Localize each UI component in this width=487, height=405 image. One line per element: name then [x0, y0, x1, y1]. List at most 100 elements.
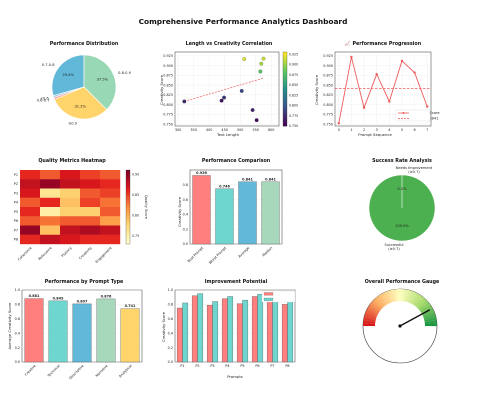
heatmap-cell-3-0: [20, 197, 41, 208]
heatmap-colorbar-segment-10: [126, 216, 130, 220]
heatmap-cell-2-2: [60, 188, 81, 198]
prompt-type-bar-3: [96, 298, 116, 363]
heatmap-colorbar-tick-1: 0.80: [132, 213, 139, 217]
scatter-colorbar-segment-1: [283, 121, 287, 124]
heatmap-colorbar-segment-27: [126, 174, 130, 178]
scatter-colorbar-tick-0: 0.750: [289, 124, 298, 128]
heatmap-cell-4-1: [40, 207, 61, 217]
comparison-category-label-0: Best Prompt: [187, 245, 205, 263]
comparison-ylabel: Creativity Score: [177, 196, 182, 227]
heatmap-row-label-3: P4: [14, 201, 18, 205]
improvement-bar-1-0: [182, 302, 189, 363]
gauge-arc-segment-23: [405, 290, 412, 303]
comparison-ytick-0: 0.0: [183, 242, 188, 246]
gauge-arc-segment-21: [401, 289, 406, 302]
progression-point-4: [388, 100, 391, 103]
comparison-category-label-2: Average: [238, 246, 251, 259]
prompt-type-title: Performance by Prompt Type: [45, 279, 124, 285]
comparison-ytick-2: 0.4: [183, 213, 188, 217]
heatmap-colorbar-segment-8: [126, 221, 130, 225]
scatter-point-7: [258, 69, 263, 74]
scatter-colorbar-segment-24: [283, 64, 287, 68]
scatter-colorbar-segment-25: [283, 61, 287, 65]
progression-point-2: [362, 106, 366, 109]
improvement-ytick-4: 0.8: [168, 303, 173, 307]
scatter-colorbar-segment-13: [283, 91, 287, 95]
scatter-colorbar-segment-28: [283, 54, 287, 58]
scatter-colorbar-tick-7: 0.925: [289, 52, 298, 56]
progression-xtick-5: 5: [401, 128, 403, 132]
progression-series-line: [338, 56, 428, 124]
heatmap-colorbar-segment-13: [126, 209, 130, 213]
gauge-arc-segment-36: [423, 314, 436, 321]
scatter-point-2: [222, 95, 226, 100]
success-label-successful-line1: Successful: [384, 243, 403, 247]
heatmap-colorbar-segment-29: [126, 170, 130, 173]
heatmap-colorbar-segment-28: [126, 172, 130, 176]
progression-point-0: [337, 122, 340, 125]
pie-title: Performance Distribution: [50, 41, 119, 47]
heatmap-cell-4-2: [60, 207, 81, 217]
heatmap-colorbar-segment-19: [126, 194, 130, 198]
gauge-arc-segment-39: [424, 323, 437, 327]
progression-xtick-4: 4: [388, 128, 390, 132]
gauge-arc-segment-10: [373, 297, 384, 309]
scatter-ytick-7: 0.925: [163, 54, 173, 58]
heatmap-colorbar-tick-2: 0.85: [132, 193, 139, 197]
heatmap-cell-5-0: [20, 216, 41, 226]
heatmap-colorbar-tick-3: 0.90: [132, 172, 139, 176]
gauge-arc-segment-24: [407, 290, 415, 303]
heatmap-colorbar-segment-21: [126, 189, 130, 193]
heatmap-title: Quality Metrics Heatmap: [38, 158, 106, 164]
progression-point-5: [400, 59, 404, 63]
improvement-ytick-0: 0.0: [168, 360, 173, 364]
progression-ytick-2: 0.800: [323, 103, 333, 107]
heatmap-cell-6-2: [60, 225, 81, 235]
heatmap-cell-3-4: [100, 197, 121, 208]
heatmap-colorbar-label: Quality Score: [144, 195, 148, 220]
improvement-bar-1-4: [242, 299, 249, 363]
prompt-type-bar-1: [48, 300, 68, 363]
improvement-bar-0-3: [221, 298, 228, 363]
heatmap-column-label-2: Fluency: [61, 246, 73, 258]
comparison-title: Performance Comparison: [202, 158, 271, 164]
gauge-arc-segment-15: [385, 290, 393, 303]
scatter-colorbar-segment-0: [283, 123, 287, 127]
heatmap-cell-0-1: [40, 170, 61, 180]
heatmap-row-label-2: P3: [14, 191, 18, 195]
gauge-arc-segment-28: [414, 296, 425, 308]
pie-slice-1: [83, 54, 117, 110]
scatter-colorbar-segment-18: [283, 79, 287, 82]
improvement-ytick-1: 0.2: [168, 346, 173, 350]
scatter-colorbar-segment-4: [283, 113, 287, 117]
prompt-type-value-label-3: 0.876: [101, 294, 112, 298]
pie-slice-0: [51, 54, 85, 97]
gauge-arc-segment-30: [417, 299, 429, 310]
heatmap-cell-1-2: [60, 179, 81, 189]
gauge-arc-segment-3: [364, 314, 377, 321]
prompt-type-ytick-0: 0.0: [15, 360, 20, 364]
scatter-point-5: [250, 108, 255, 112]
prompt-type-ytick-4: 0.8: [15, 303, 20, 307]
heatmap-colorbar-segment-15: [126, 204, 130, 208]
heatmap-colorbar-segment-11: [126, 214, 130, 218]
gauge-needle-hub: [398, 324, 402, 328]
improvement-legend-swatch-current: [263, 292, 274, 296]
success-label-needs-improvement-line1: Needs Improvement: [396, 166, 433, 170]
progression-ytick-5: 0.875: [323, 74, 333, 78]
progression-frame: [334, 51, 432, 127]
progression-ytick-4: 0.850: [323, 83, 333, 87]
scatter-ylabel: Creativity Score: [159, 74, 164, 105]
heatmap-row-label-5: P6: [14, 219, 18, 223]
dashboard-title: Comprehensive Performance Analytics Dash…: [139, 17, 348, 26]
gauge-arc-segment-12: [378, 294, 387, 306]
heatmap-cell-3-1: [40, 197, 61, 208]
gauge-arc-segment-32: [420, 304, 432, 313]
heatmap-cell-1-0: [20, 179, 41, 189]
prompt-type-ytick-2: 0.4: [15, 331, 20, 335]
gauge-arc-segment-31: [419, 301, 430, 312]
scatter-point-9: [261, 56, 266, 61]
scatter-frame: [174, 51, 280, 127]
scatter-colorbar-tick-2: 0.800: [289, 104, 298, 108]
progression-ytick-6: 0.900: [323, 64, 333, 68]
